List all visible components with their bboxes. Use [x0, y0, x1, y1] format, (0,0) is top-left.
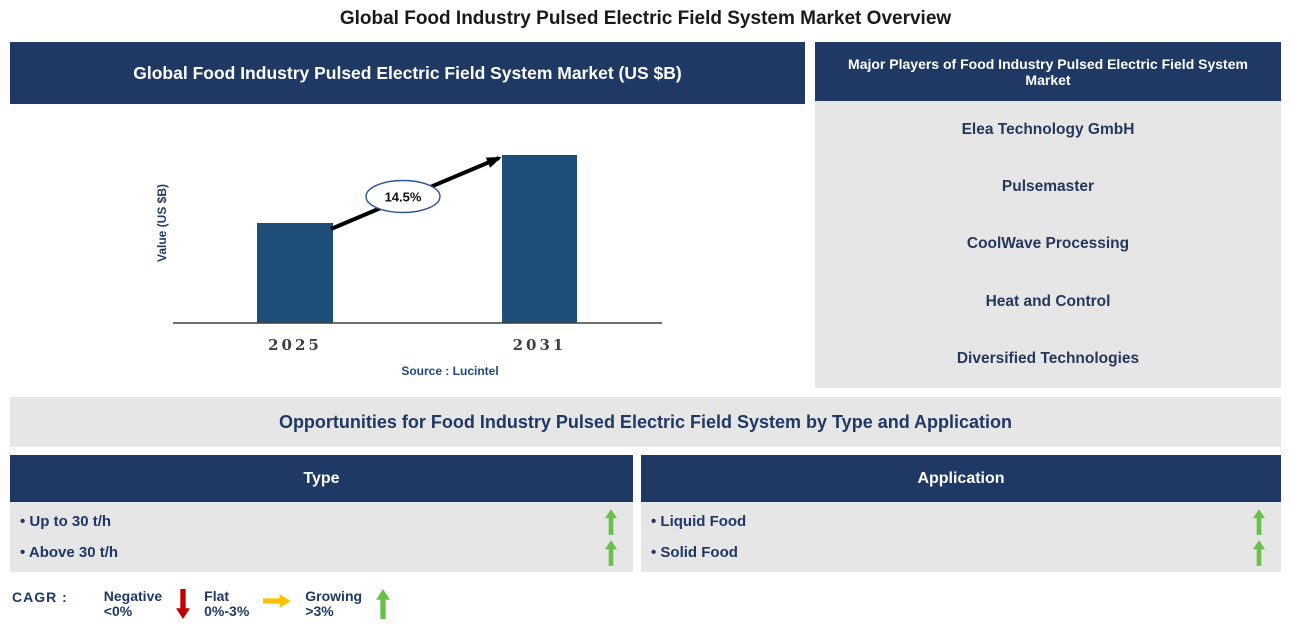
cagr-legend-items: Negative <0% Flat 0%-3% Growing >3%	[104, 589, 404, 619]
player-item: CoolWave Processing	[966, 235, 1130, 253]
type-table: Type • Up to 30 t/h • Above 30 t/h	[10, 455, 633, 572]
cagr-legend: CAGR : Negative <0% Flat 0%-3% Growing >3%	[12, 589, 404, 619]
application-table-rows: • Liquid Food • Solid Food	[641, 502, 1281, 572]
legend-item-range: >3%	[305, 603, 334, 619]
opportunity-row: • Solid Food	[641, 537, 1281, 568]
growing-up-arrow-icon	[376, 589, 391, 619]
bar-chart-svg: 2025 2031 14.5% Source : Lucintel	[173, 155, 662, 378]
bar-2025	[257, 223, 333, 323]
market-bar-chart: Value (US $B) 2025 2031 14.5% Source : Luci…	[10, 104, 805, 390]
chart-source: Source : Lucintel	[401, 364, 498, 378]
cagr-value: 14.5%	[385, 190, 422, 205]
growing-trend-arrow-icon	[1253, 508, 1265, 535]
player-item: Pulsemaster	[1001, 178, 1095, 196]
type-table-header: Type	[10, 455, 633, 502]
x-axis-tick-label: 2025	[268, 336, 322, 354]
x-axis-tick-label: 2031	[513, 336, 567, 354]
growing-trend-arrow-icon	[605, 539, 617, 566]
major-players-header-label: Major Players of Food Industry Pulsed El…	[848, 55, 1248, 88]
application-table: Application • Liquid Food • Solid Food	[641, 455, 1281, 572]
player-item: Diversified Technologies	[956, 350, 1140, 368]
legend-item-name: Growing	[305, 588, 363, 604]
opportunities-title-label: Opportunities for Food Industry Pulsed E…	[278, 411, 1013, 432]
page-title: Global Food Industry Pulsed Electric Fie…	[339, 8, 952, 29]
opportunity-label: • Above 30 t/h	[20, 544, 119, 561]
growing-trend-arrow-icon	[605, 508, 617, 535]
opportunity-label: • Up to 30 t/h	[20, 513, 112, 530]
legend-item: Growing >3%	[305, 589, 362, 619]
opportunity-row: • Liquid Food	[641, 506, 1281, 537]
market-chart-header: Global Food Industry Pulsed Electric Fie…	[10, 42, 805, 104]
major-players-header: Major Players of Food Industry Pulsed El…	[815, 42, 1281, 101]
opportunity-row: • Above 30 t/h	[10, 537, 633, 568]
cagr-ellipse	[365, 179, 441, 214]
opportunities-title: Opportunities for Food Industry Pulsed E…	[10, 397, 1281, 447]
cagr-label: CAGR :	[12, 589, 68, 605]
legend-item: Negative <0%	[104, 589, 162, 619]
opportunity-label: • Liquid Food	[651, 513, 747, 530]
opportunity-row: • Up to 30 t/h	[10, 506, 633, 537]
bar-2031	[502, 155, 577, 323]
application-table-header: Application	[641, 455, 1281, 502]
legend-item-range: 0%-3%	[204, 603, 250, 619]
opportunity-label: • Solid Food	[651, 544, 738, 561]
flat-right-arrow-icon	[263, 594, 292, 608]
market-chart-header-label: Global Food Industry Pulsed Electric Fie…	[133, 62, 682, 83]
legend-item-name: Negative	[103, 588, 163, 604]
y-axis-label: Value (US $B)	[155, 183, 169, 263]
legend-item-name: Flat	[204, 588, 230, 604]
major-players-list: Elea Technology GmbH Pulsemaster CoolWave …	[815, 101, 1281, 388]
type-table-rows: • Up to 30 t/h • Above 30 t/h	[10, 502, 633, 572]
player-item: Heat and Control	[985, 292, 1111, 310]
growing-trend-arrow-icon	[1253, 539, 1265, 566]
player-item: Elea Technology GmbH	[961, 120, 1135, 138]
legend-item-range: <0%	[103, 603, 133, 619]
legend-item: Flat 0%-3%	[204, 589, 249, 619]
major-players-panel: Major Players of Food Industry Pulsed El…	[815, 42, 1281, 388]
negative-down-arrow-icon	[176, 589, 191, 619]
